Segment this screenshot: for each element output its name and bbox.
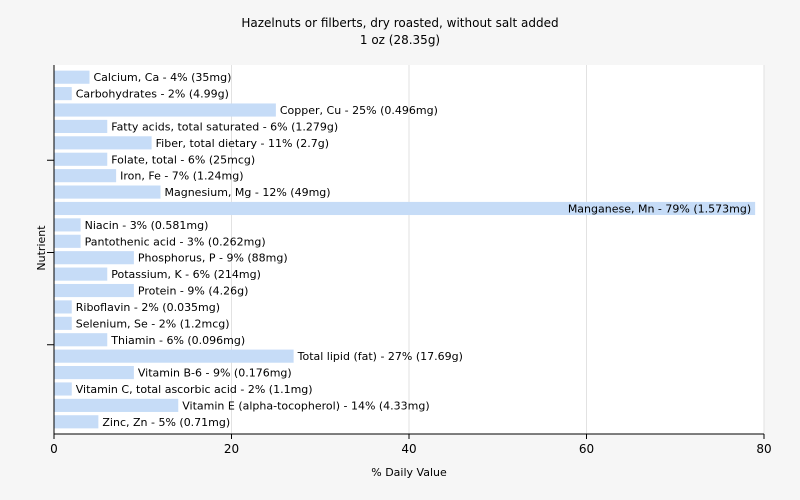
bar-label: Folate, total - 6% (25mcg)	[111, 153, 255, 166]
bar-label: Total lipid (fat) - 27% (17.69g)	[297, 350, 463, 363]
x-tick-label: 40	[401, 442, 416, 456]
grid-lines	[231, 65, 765, 434]
y-axis-label: Nutrient	[35, 225, 48, 271]
bar-label: Thiamin - 6% (0.096mg)	[110, 334, 245, 347]
bar-label: Riboflavin - 2% (0.035mg)	[76, 301, 220, 314]
bar-label: Vitamin B-6 - 9% (0.176mg)	[138, 367, 292, 380]
bar	[54, 87, 72, 101]
bar-label: Copper, Cu - 25% (0.496mg)	[280, 104, 438, 117]
bar-label: Fiber, total dietary - 11% (2.7g)	[156, 137, 329, 150]
y-axis-ticks	[47, 159, 54, 346]
bar	[54, 382, 72, 396]
bar	[54, 103, 276, 117]
bar	[54, 136, 152, 150]
bar-label: Magnesium, Mg - 12% (49mg)	[165, 186, 331, 199]
bar-label: Niacin - 3% (0.581mg)	[85, 219, 209, 232]
bar	[54, 300, 72, 314]
chart-title: Hazelnuts or filberts, dry roasted, with…	[241, 16, 558, 30]
bar	[54, 152, 108, 166]
x-tick-label: 0	[50, 442, 58, 456]
bar-label: Vitamin E (alpha-tocopherol) - 14% (4.33…	[182, 399, 429, 412]
chart-subtitle: 1 oz (28.35g)	[360, 33, 440, 47]
bar	[54, 349, 294, 363]
bar	[54, 366, 134, 380]
x-tick-label: 20	[224, 442, 239, 456]
bar	[54, 283, 134, 298]
bar	[54, 185, 161, 199]
bar-label: Fatty acids, total saturated - 6% (1.279…	[111, 120, 338, 133]
bar	[54, 415, 99, 429]
bar	[54, 70, 90, 84]
bar-label: Carbohydrates - 2% (4.99g)	[76, 88, 229, 101]
bar	[54, 201, 756, 216]
bar-label: Phosphorus, P - 9% (88mg)	[138, 252, 288, 265]
bar	[54, 218, 81, 232]
bar-label: Potassium, K - 6% (214mg)	[111, 268, 261, 281]
bar-label: Vitamin C, total ascorbic acid - 2% (1.1…	[76, 383, 313, 396]
bar-label: Pantothenic acid - 3% (0.262mg)	[85, 235, 266, 248]
bar-label: Protein - 9% (4.26g)	[138, 285, 249, 298]
bar	[54, 251, 134, 265]
bar-label: Zinc, Zn - 5% (0.71mg)	[102, 416, 230, 429]
bar-label: Calcium, Ca - 4% (35mg)	[94, 71, 232, 84]
x-axis-label: % Daily Value	[371, 466, 447, 479]
bar-label: Iron, Fe - 7% (1.24mg)	[120, 170, 243, 183]
bar-labels: Calcium, Ca - 4% (35mg) Carbohydrates - 2…	[76, 71, 751, 429]
x-tick-label: 80	[756, 442, 771, 456]
bar	[54, 267, 108, 281]
bar-label: Selenium, Se - 2% (1.2mcg)	[76, 317, 230, 330]
bars	[54, 70, 756, 429]
bar	[54, 398, 179, 412]
bar	[54, 169, 117, 183]
x-axis-ticks: 0 20 40 60 80	[50, 434, 772, 456]
bar	[54, 333, 108, 347]
bar	[54, 119, 108, 133]
bar	[54, 316, 72, 330]
x-tick-label: 60	[579, 442, 594, 456]
bar-label: Manganese, Mn - 79% (1.573mg)	[568, 202, 751, 215]
bar	[54, 234, 81, 248]
